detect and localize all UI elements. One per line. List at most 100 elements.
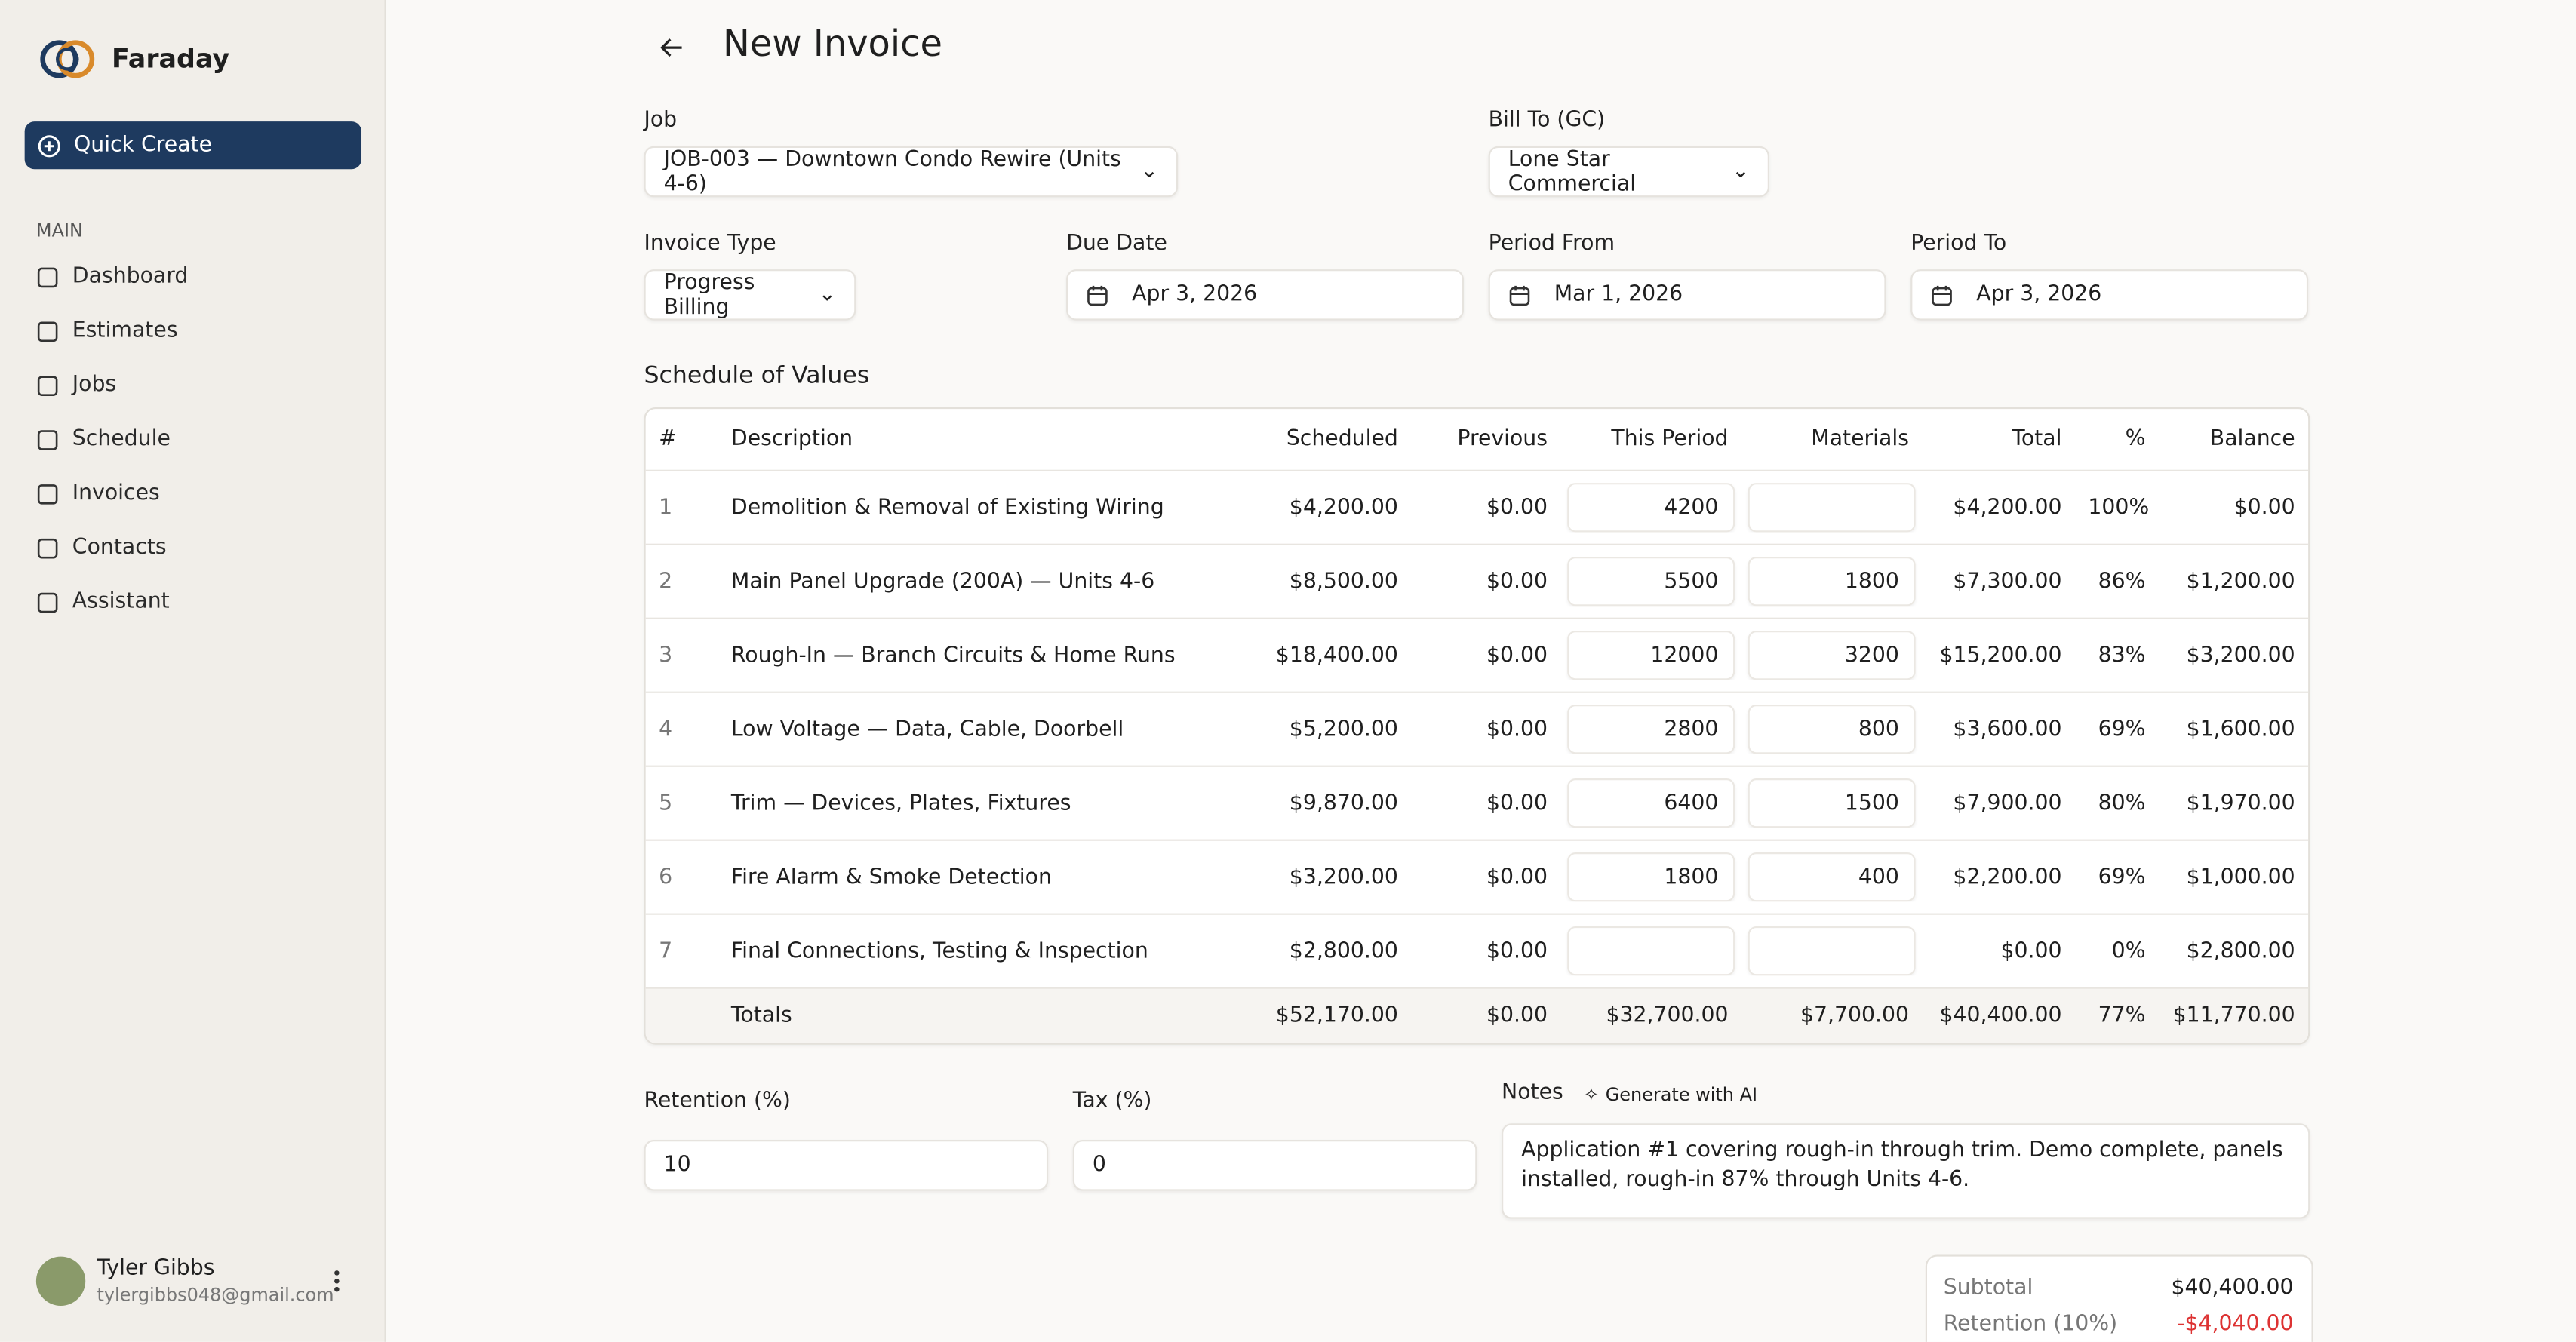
bill-to-select[interactable]: Lone Star Commercial ⌄ — [1488, 146, 1769, 198]
period-to-input[interactable]: Apr 3, 2026 — [1910, 269, 2309, 321]
invoice-type-label: Invoice Type — [644, 231, 776, 256]
job-select[interactable]: JOB-003 — Downtown Condo Rewire (Units 4… — [644, 146, 1179, 198]
calendar-icon — [1509, 284, 1530, 306]
amount: $7,300.00 — [1953, 569, 2062, 594]
back-button[interactable] — [657, 35, 687, 61]
totals-row: Totals $52,170.00 $0.00 $32,700.00 $7,700.00… — [645, 987, 2309, 1043]
amount: 0% — [2111, 938, 2146, 963]
amount-input[interactable]: 4200 — [1567, 483, 1735, 533]
period-from-value: Mar 1, 2026 — [1554, 282, 1683, 308]
row-number: 7 — [659, 938, 673, 963]
column-header: Scheduled — [1286, 427, 1398, 452]
amount: $2,800.00 — [1289, 938, 1398, 963]
amount: $1,000.00 — [2186, 864, 2295, 890]
amount-value: 2800 — [1664, 717, 1719, 742]
nav-item[interactable]: Schedule — [36, 427, 171, 452]
nav-icon — [37, 266, 58, 287]
summary-box: Subtotal $40,400.00 Retention (10%) -$4,… — [1925, 1254, 2313, 1342]
amount-input[interactable]: 1800 — [1748, 557, 1916, 607]
amount-input[interactable]: 1800 — [1567, 852, 1735, 902]
amount: $3,200.00 — [1289, 864, 1398, 890]
amount-value: 6400 — [1664, 791, 1719, 816]
amount-value: 3200 — [1844, 643, 1899, 668]
amount-value: 400 — [1858, 864, 1899, 890]
page-title: New Invoice — [723, 24, 942, 66]
amount: $0.00 — [1486, 1003, 1548, 1028]
section-title: Schedule of Values — [644, 363, 870, 390]
nav-item[interactable]: Assistant — [36, 590, 170, 614]
invoice-type-select[interactable]: Progress Billing ⌄ — [644, 269, 856, 321]
row-number: 2 — [659, 569, 673, 594]
amount-input[interactable] — [1748, 483, 1916, 533]
amount: 86% — [2098, 569, 2146, 594]
amount-value: 1800 — [1844, 569, 1899, 594]
amount: 77% — [2098, 1003, 2146, 1028]
amount-input[interactable]: 6400 — [1567, 778, 1735, 828]
amount: $3,200.00 — [2186, 643, 2295, 668]
job-value: JOB-003 — Downtown Condo Rewire (Units 4… — [663, 146, 1121, 197]
due-date-input[interactable]: Apr 3, 2026 — [1066, 269, 1464, 321]
nav-label: Invoices — [72, 481, 160, 506]
input-cell: 800 — [1741, 705, 1923, 754]
notes-textarea[interactable]: Application #1 covering rough-in through… — [1502, 1123, 2310, 1219]
nav-item[interactable]: Dashboard — [36, 264, 189, 290]
user-email: tylergibbs048@gmail.com — [97, 1284, 334, 1306]
nav-icon — [37, 375, 58, 395]
amount-input[interactable]: 1500 — [1748, 778, 1916, 828]
row-number: 1 — [659, 495, 673, 521]
amount: 83% — [2098, 643, 2146, 668]
nav-item[interactable]: Jobs — [36, 373, 116, 398]
table-row: 7 Final Connections, Testing & Inspection… — [645, 913, 2309, 987]
amount-input[interactable]: 12000 — [1567, 631, 1735, 680]
description: Totals — [730, 1003, 792, 1028]
nav-icon — [37, 429, 58, 450]
amount: $1,200.00 — [2186, 569, 2295, 594]
tax-value: 0 — [1092, 1153, 1106, 1178]
description: Rough-In — Branch Circuits & Home Runs — [730, 643, 1176, 668]
description: Low Voltage — Data, Cable, Doorbell — [730, 717, 1124, 742]
input-cell: 1500 — [1741, 778, 1923, 828]
tax-input[interactable]: 0 — [1072, 1140, 1477, 1191]
tax-label: Tax (%) — [1072, 1089, 1152, 1114]
quick-create-button[interactable]: Quick Create — [24, 121, 362, 170]
retention-input[interactable]: 10 — [644, 1140, 1049, 1191]
period-from-input[interactable]: Mar 1, 2026 — [1488, 269, 1886, 321]
input-cell — [1741, 483, 1923, 533]
amount-input[interactable] — [1748, 926, 1916, 976]
nav-item[interactable]: Invoices — [36, 481, 160, 506]
notes-text: Application #1 covering rough-in through… — [1521, 1138, 2283, 1193]
amount-input[interactable]: 5500 — [1567, 557, 1735, 607]
amount-input[interactable]: 2800 — [1567, 705, 1735, 754]
column-header: Previous — [1457, 427, 1548, 452]
amount-input[interactable]: 400 — [1748, 852, 1916, 902]
invoice-type-value: Progress Billing — [663, 270, 755, 320]
more-button[interactable] — [328, 1268, 345, 1294]
table-row: 2 Main Panel Upgrade (200A) — Units 4-6 $8… — [645, 543, 2309, 618]
amount-input[interactable]: 3200 — [1748, 631, 1916, 680]
description: Demolition & Removal of Existing Wiring — [730, 495, 1164, 521]
amount-value: 5500 — [1664, 569, 1719, 594]
amount-input[interactable]: 800 — [1748, 705, 1916, 754]
amount: 69% — [2098, 717, 2146, 742]
nav-item[interactable]: Estimates — [36, 318, 178, 343]
column-header: Description — [730, 427, 853, 452]
due-date-label: Due Date — [1066, 231, 1167, 256]
nav-item[interactable]: Contacts — [36, 536, 167, 560]
calendar-icon — [1087, 284, 1108, 306]
table-row: 4 Low Voltage — Data, Cable, Doorbell $5,2… — [645, 691, 2309, 766]
calendar-icon — [1932, 284, 1952, 306]
amount-value: 800 — [1858, 717, 1899, 742]
plus-icon — [38, 134, 60, 157]
nav-label: Dashboard — [72, 264, 189, 290]
row-number: 3 — [659, 643, 673, 668]
amount: $0.00 — [1486, 643, 1548, 668]
table-row: 3 Rough-In — Branch Circuits & Home Runs $… — [645, 617, 2309, 692]
column-header: # — [659, 427, 677, 452]
amount: $3,600.00 — [1953, 717, 2062, 742]
generate-ai-button[interactable]: ✧ Generate with AI — [1583, 1084, 1758, 1106]
retention-summary-value: -$4,040.00 — [2177, 1312, 2294, 1337]
description: Main Panel Upgrade (200A) — Units 4-6 — [730, 569, 1155, 594]
nav-icon — [37, 321, 58, 342]
amount-input[interactable] — [1567, 926, 1735, 976]
